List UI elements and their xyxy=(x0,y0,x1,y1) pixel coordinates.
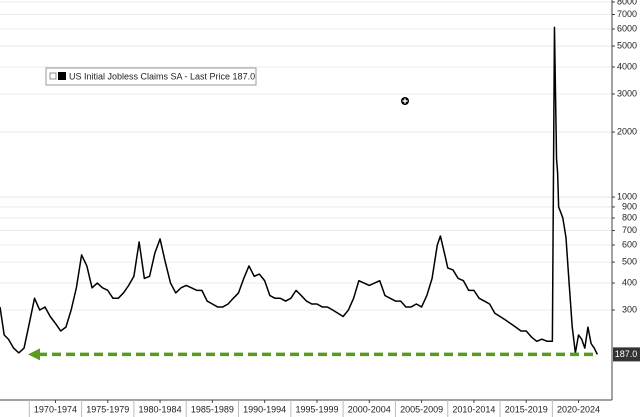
x-tick-label: 1970-1974 xyxy=(34,404,77,414)
x-tick-label: 2005-2009 xyxy=(400,404,443,414)
y-tick-label: 700 xyxy=(622,225,637,235)
cursor-cross xyxy=(402,98,408,104)
y-tick-label: 5000 xyxy=(617,40,637,50)
legend-label: US Initial Jobless Claims SA - Last Pric… xyxy=(69,71,255,81)
x-tick-label: 1980-1984 xyxy=(139,404,182,414)
y-tick-label: 600 xyxy=(622,239,637,249)
last-price-label: 187.0 xyxy=(615,349,638,359)
legend-swatch xyxy=(58,72,66,80)
y-tick-label: 4000 xyxy=(617,61,637,71)
x-tick-label: 2000-2004 xyxy=(348,404,391,414)
x-tick-label: 2020-2024 xyxy=(557,404,600,414)
legend-toggle[interactable] xyxy=(49,72,57,80)
x-tick-label: 1975-1979 xyxy=(86,404,129,414)
y-tick-label: 3000 xyxy=(617,88,637,98)
legend-box xyxy=(45,67,257,86)
y-tick-label: 900 xyxy=(622,201,637,211)
y-tick-label: 300 xyxy=(622,304,637,314)
y-tick-label: 800 xyxy=(622,212,637,222)
y-tick-label: 2000 xyxy=(617,126,637,136)
y-tick-label: 7000 xyxy=(617,9,637,19)
plot xyxy=(0,26,599,355)
y-tick-label: 500 xyxy=(622,256,637,266)
last-price-tag xyxy=(613,347,640,362)
y-tick-label: 6000 xyxy=(617,23,637,33)
y-tick-label: 400 xyxy=(622,277,637,287)
grid xyxy=(0,1,612,311)
x-tick-label: 2015-2019 xyxy=(505,404,548,414)
last-price-arrow xyxy=(28,348,40,361)
y-tick-label: 8000 xyxy=(617,0,637,6)
legend: US Initial Jobless Claims SA - Last Pric… xyxy=(45,67,257,86)
x-tick-label: 2010-2014 xyxy=(452,404,495,414)
y-tick-label: 1000 xyxy=(617,191,637,201)
x-tick-label: 1995-1999 xyxy=(295,404,338,414)
cursor xyxy=(401,97,409,105)
series-line xyxy=(0,26,599,355)
x-tick-label: 1990-1994 xyxy=(243,404,286,414)
x-tick-label: 1985-1989 xyxy=(191,404,234,414)
